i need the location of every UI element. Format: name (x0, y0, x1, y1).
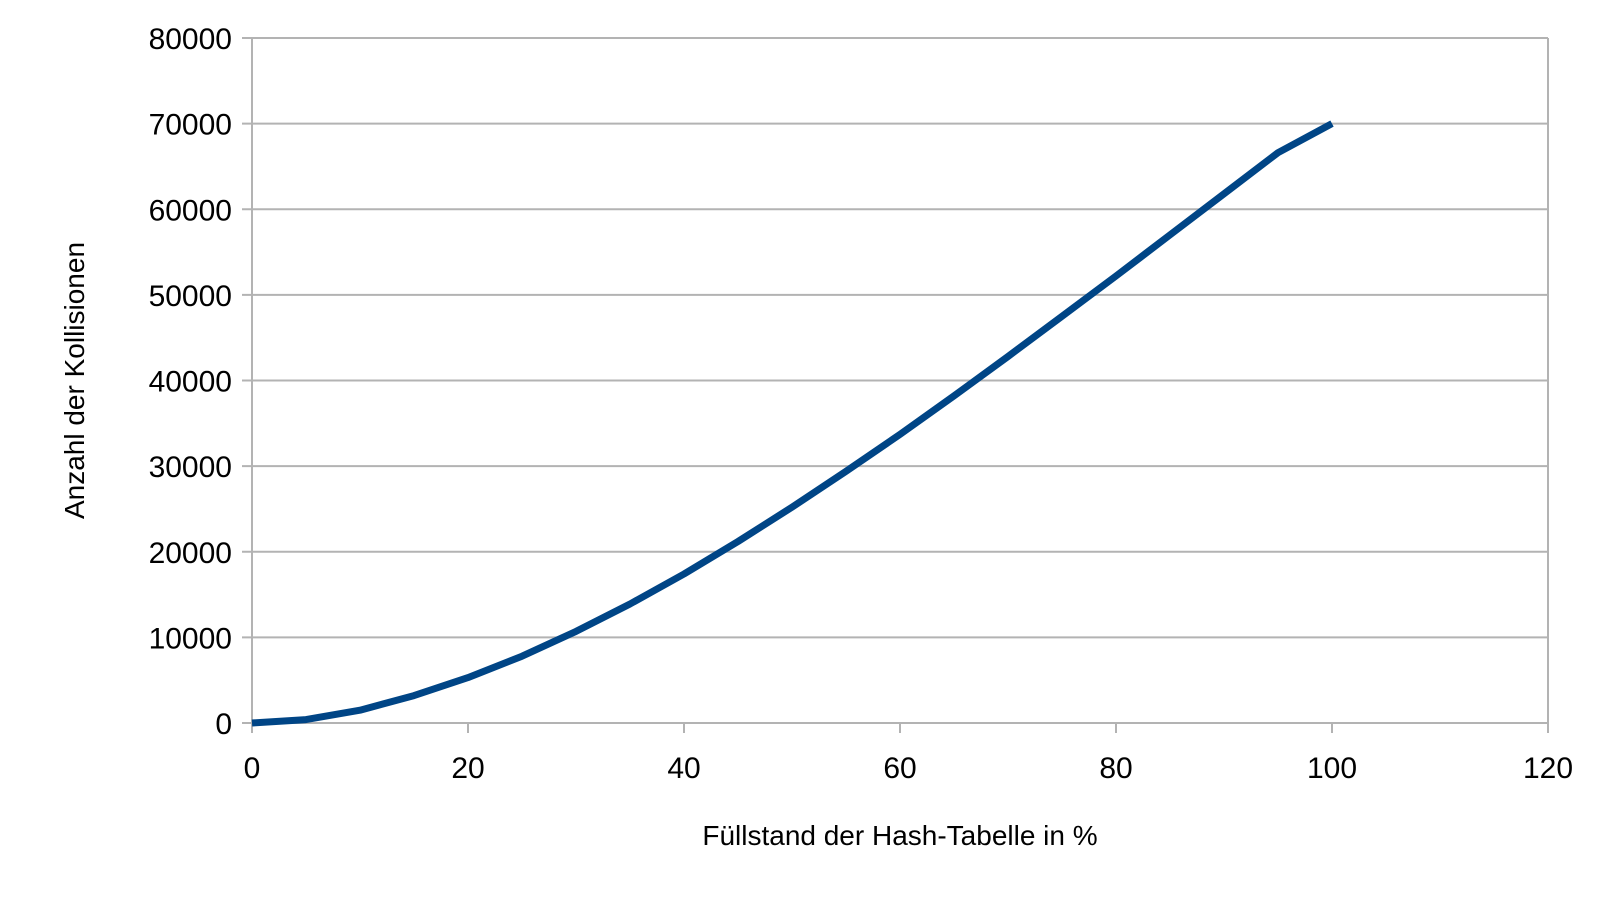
y-tick-label: 60000 (149, 194, 232, 227)
x-tick-label: 40 (667, 752, 700, 785)
x-tick-label: 0 (244, 752, 261, 785)
x-tick-label: 80 (1099, 752, 1132, 785)
axes (242, 37, 1549, 733)
x-tick-labels: 0 20 40 60 80 100 120 (244, 752, 1573, 785)
x-axis-title: Füllstand der Hash-Tabelle in % (702, 820, 1097, 851)
x-tick-label: 100 (1307, 752, 1357, 785)
y-tick-labels: 0 10000 20000 30000 40000 50000 60000 70000 8000… (149, 23, 232, 741)
y-tick-label: 0 (215, 708, 232, 741)
y-axis-title: Anzahl der Kollisionen (59, 242, 90, 519)
y-tick-label: 70000 (149, 109, 232, 142)
y-tick-label: 50000 (149, 280, 232, 313)
y-tick-label: 30000 (149, 451, 232, 484)
y-tick-label: 40000 (149, 366, 232, 399)
x-tick-label: 60 (883, 752, 916, 785)
gridlines (252, 37, 1548, 724)
x-tick-label: 20 (451, 752, 484, 785)
y-tick-label: 10000 (149, 622, 232, 655)
y-tick-label: 20000 (149, 537, 232, 570)
series-layer (251, 120, 1334, 727)
x-tick-label: 120 (1523, 752, 1573, 785)
series-line (251, 120, 1334, 727)
y-tick-label: 80000 (149, 23, 232, 56)
